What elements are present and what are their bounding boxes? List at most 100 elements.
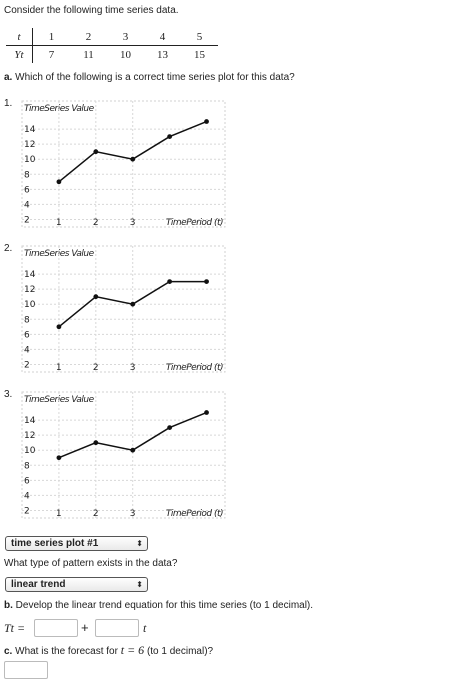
pattern-question: What type of pattern exists in the data? — [4, 558, 178, 569]
data-point — [93, 440, 99, 446]
option-1-chart: TimeSeries Value 14 12 10 8 6 4 2 1 2 3 TimePeriod … — [12, 99, 232, 233]
data-point — [204, 410, 209, 415]
option-number: 2. — [4, 243, 13, 254]
x-tick-label: 1 — [56, 509, 62, 519]
data-point — [167, 279, 173, 284]
plot-frame — [21, 391, 226, 519]
t-value: 5 — [181, 28, 218, 46]
t-label: t — [6, 28, 33, 46]
y-tick-label: 2 — [24, 360, 30, 370]
option-2-chart: TimeSeries Value 14 12 10 8 6 4 2 1 2 3 TimePeriod … — [12, 244, 232, 378]
x-tick-label: 2 — [93, 509, 99, 519]
x-tick-label: 2 — [93, 363, 99, 373]
part-a-letter: a. — [4, 72, 13, 83]
data-point — [167, 134, 173, 139]
part-c-question: c. What is the forecast for t = 6 (to 1 … — [4, 643, 213, 658]
intercept-input[interactable] — [34, 619, 78, 637]
y-value: 13 — [157, 48, 168, 61]
x-tick-label: 3 — [130, 509, 136, 519]
y-tick-label: 14 — [24, 270, 36, 280]
part-a-question: a. Which of the following is a correct t… — [4, 72, 295, 83]
y-tick-label: 2 — [24, 215, 30, 225]
plot-frame — [21, 100, 226, 228]
y-tick-label: 8 — [24, 170, 30, 180]
trend-lhs: Tt = — [4, 621, 26, 635]
y-value: 10 — [120, 48, 131, 61]
y-tick-label: 10 — [24, 300, 36, 310]
y-tick-label: 4 — [24, 491, 30, 501]
data-point — [130, 156, 136, 162]
x-tick-label: 3 — [130, 218, 136, 228]
t-value: 3 — [107, 28, 144, 46]
x-axis-label: TimePeriod (t) — [166, 218, 223, 228]
x-tick-label: 2 — [93, 218, 99, 228]
t-value: 1 — [32, 28, 70, 46]
x-axis-label: TimePeriod (t) — [166, 509, 223, 519]
x-tick-label: 1 — [56, 218, 62, 228]
y-tick-label: 10 — [24, 446, 36, 456]
y-tick-label: 12 — [24, 285, 35, 295]
plot-select-value: time series plot #1 — [11, 538, 99, 549]
y-tick-label: 8 — [24, 461, 30, 471]
x-tick-label: 3 — [130, 363, 136, 373]
y-axis-label: TimeSeries Value — [24, 104, 95, 114]
data-point — [204, 279, 209, 284]
y-tick-label: 4 — [24, 200, 30, 210]
part-b-text: Develop the linear trend equation for th… — [15, 600, 314, 611]
plus-sign: + — [81, 620, 89, 635]
data-point — [167, 425, 173, 430]
data-point — [93, 149, 99, 155]
x-axis-label: TimePeriod (t) — [166, 363, 223, 373]
part-c-math: t = 6 — [120, 643, 145, 657]
select-arrows-icon: ⬍ — [136, 539, 143, 548]
part-c-letter: c. — [4, 646, 13, 657]
pattern-select[interactable]: linear trend ⬍ — [5, 577, 148, 592]
y-tick-label: 6 — [24, 476, 30, 486]
slope-input[interactable] — [95, 619, 139, 637]
y-tick-label: 10 — [24, 155, 36, 165]
t-value: 4 — [144, 28, 181, 46]
y-tick-label: 14 — [24, 416, 36, 426]
y-tick-label: 12 — [24, 140, 35, 150]
part-a-text: Which of the following is a correct time… — [15, 72, 295, 83]
y-tick-label: 8 — [24, 315, 30, 325]
y-axis-label: TimeSeries Value — [24, 395, 95, 405]
data-point — [56, 324, 62, 330]
part-b-question: b. Develop the linear trend equation for… — [4, 600, 313, 611]
y-axis-label: TimeSeries Value — [24, 249, 95, 259]
trend-variable: t — [143, 621, 147, 635]
plot-frame — [21, 245, 226, 373]
pattern-select-value: linear trend — [11, 579, 66, 590]
option-number: 3. — [4, 389, 13, 400]
data-point — [130, 301, 136, 307]
y-tick-label: 6 — [24, 330, 30, 340]
y-tick-label: 12 — [24, 431, 35, 441]
y-value: 7 — [48, 48, 55, 61]
data-point — [93, 294, 99, 300]
data-point — [204, 119, 209, 124]
data-point — [56, 179, 62, 185]
y-value: 15 — [194, 48, 205, 61]
y-tick-label: 2 — [24, 506, 30, 516]
intro-text: Consider the following time series data. — [4, 5, 179, 16]
y-tick-label: 6 — [24, 185, 30, 195]
y-tick-label: 4 — [24, 345, 30, 355]
option-number: 1. — [4, 98, 13, 109]
forecast-input[interactable] — [4, 661, 48, 679]
part-b-letter: b. — [4, 600, 13, 611]
data-point — [56, 455, 62, 461]
y-tick-label: 14 — [24, 125, 36, 135]
plot-select[interactable]: time series plot #1 ⬍ — [5, 536, 148, 551]
t-value: 2 — [70, 28, 107, 46]
time-series-table: t 1 2 3 4 5 Yt 7 11 10 13 15 — [6, 28, 218, 63]
x-tick-label: 1 — [56, 363, 62, 373]
y-label: Yt — [6, 45, 33, 63]
select-arrows-icon: ⬍ — [136, 580, 143, 589]
part-c-text-before: What is the forecast for — [15, 646, 118, 657]
option-3-chart: TimeSeries Value 14 12 10 8 6 4 2 1 2 3 TimePeriod … — [12, 390, 232, 524]
data-point — [130, 447, 136, 453]
y-value: 11 — [83, 48, 94, 61]
